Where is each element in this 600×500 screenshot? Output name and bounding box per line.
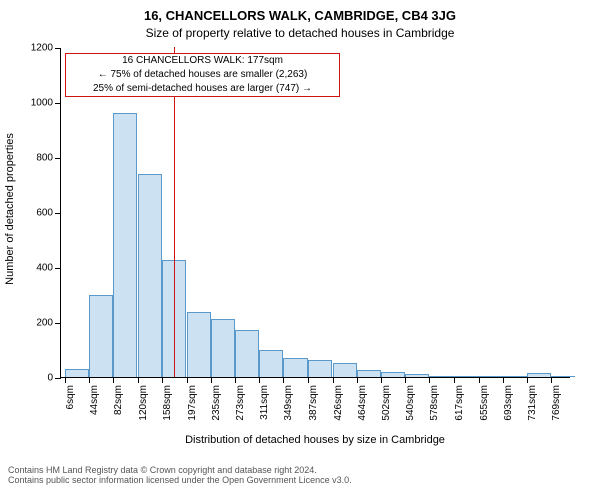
histogram-bar <box>113 113 137 377</box>
plot-area: 0200400600800100012006sqm44sqm82sqm120sq… <box>60 48 570 378</box>
x-tick-label: 693sqm <box>503 377 514 421</box>
x-tick-label: 197sqm <box>187 377 198 421</box>
x-tick-label: 349sqm <box>283 377 294 421</box>
x-tick-label: 578sqm <box>429 377 440 421</box>
y-tick-label: 1000 <box>31 98 61 109</box>
x-axis-label: Distribution of detached houses by size … <box>60 434 570 446</box>
histogram-bar <box>357 370 381 377</box>
x-tick-label: 120sqm <box>138 377 149 421</box>
histogram-bar <box>527 373 551 377</box>
x-tick-label: 235sqm <box>211 377 222 421</box>
y-tick-label: 800 <box>36 153 61 164</box>
histogram-bar <box>503 376 527 377</box>
histogram-bar <box>454 376 478 377</box>
x-tick-label: 731sqm <box>527 377 538 421</box>
x-tick-label: 426sqm <box>333 377 344 421</box>
histogram-bar <box>259 350 283 378</box>
annotation-line-3: 25% of semi-detached houses are larger (… <box>66 82 339 96</box>
histogram-chart: 16, CHANCELLORS WALK, CAMBRIDGE, CB4 3JG… <box>0 0 600 500</box>
x-tick-label: 311sqm <box>259 377 270 420</box>
x-tick-label: 617sqm <box>454 377 465 421</box>
annotation-line-2: ← 75% of detached houses are smaller (2,… <box>66 68 339 82</box>
histogram-bar <box>333 363 357 377</box>
y-axis-label: Number of detached properties <box>4 109 16 309</box>
footer-line-1: Contains HM Land Registry data © Crown c… <box>8 465 352 475</box>
x-tick-label: 6sqm <box>65 377 76 409</box>
y-tick-label: 0 <box>47 373 61 384</box>
annotation-box: 16 CHANCELLORS WALK: 177sqm ← 75% of det… <box>65 53 340 97</box>
x-tick-label: 464sqm <box>357 377 368 421</box>
histogram-bar <box>405 374 429 377</box>
histogram-bar <box>211 319 235 377</box>
histogram-bar <box>283 358 307 377</box>
y-tick-label: 1200 <box>31 43 61 54</box>
annotation-line-1: 16 CHANCELLORS WALK: 177sqm <box>66 54 339 68</box>
y-tick-label: 400 <box>36 263 61 274</box>
x-tick-label: 387sqm <box>308 377 319 421</box>
histogram-bar <box>479 376 503 377</box>
histogram-bar <box>65 369 89 377</box>
histogram-bar <box>89 295 113 378</box>
histogram-bar <box>235 330 259 377</box>
histogram-bar <box>381 372 405 377</box>
histogram-bar <box>138 174 162 378</box>
x-tick-label: 769sqm <box>551 377 562 421</box>
chart-title-sub: Size of property relative to detached ho… <box>0 26 600 40</box>
x-tick-label: 540sqm <box>405 377 416 421</box>
x-tick-label: 82sqm <box>113 377 124 415</box>
histogram-bar <box>551 376 575 377</box>
histogram-bar <box>429 376 453 377</box>
footer-line-2: Contains public sector information licen… <box>8 475 352 485</box>
histogram-bar <box>308 360 332 377</box>
footer-attribution: Contains HM Land Registry data © Crown c… <box>8 465 352 485</box>
x-tick-label: 44sqm <box>89 377 100 415</box>
x-tick-label: 273sqm <box>235 377 246 421</box>
y-tick-label: 200 <box>36 318 61 329</box>
x-tick-label: 502sqm <box>381 377 392 421</box>
y-tick-label: 600 <box>36 208 61 219</box>
x-tick-label: 655sqm <box>479 377 490 421</box>
x-tick-label: 158sqm <box>162 377 173 421</box>
histogram-bar <box>187 312 211 377</box>
chart-title-main: 16, CHANCELLORS WALK, CAMBRIDGE, CB4 3JG <box>0 8 600 23</box>
